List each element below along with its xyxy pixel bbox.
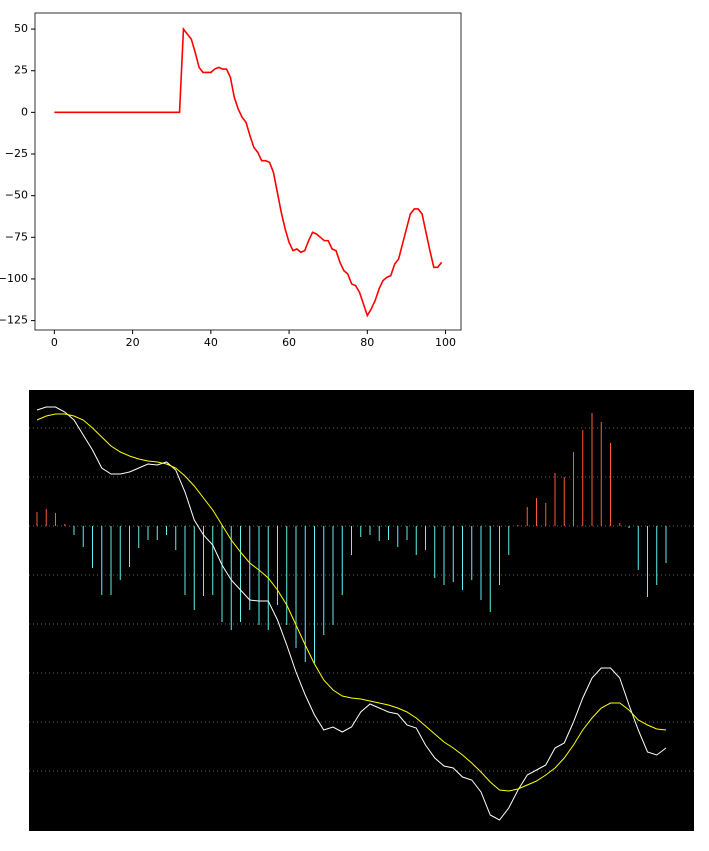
plot-frame: [34, 12, 462, 331]
y-tick-label: −100: [0, 272, 28, 285]
y-tick-label: 0: [21, 105, 28, 118]
y-tick-label: −50: [5, 189, 28, 202]
y-tick-label: −75: [5, 230, 28, 243]
x-tick-label: 20: [126, 336, 140, 349]
y-tick-label: 50: [14, 22, 28, 35]
y-tick-label: −25: [5, 147, 28, 160]
x-tick-label: 80: [360, 336, 374, 349]
x-tick-label: 40: [204, 336, 218, 349]
data-line: [36, 413, 667, 792]
y-tick-label: −125: [0, 314, 28, 327]
x-tick-label: 100: [435, 336, 456, 349]
x-tick-label: 0: [51, 336, 58, 349]
y-tick-label: 25: [14, 64, 28, 77]
data-line: [54, 26, 443, 318]
x-tick-label: 60: [282, 336, 296, 349]
data-line: [36, 406, 667, 821]
